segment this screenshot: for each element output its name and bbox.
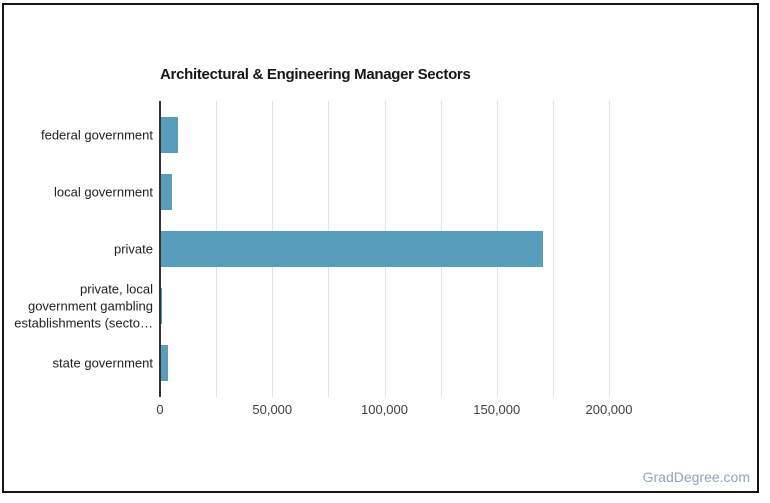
x-axis: 0 50,000 100,000 150,000 200,000 (156, 402, 632, 422)
x-tick-label: 0 (156, 402, 164, 417)
category-label: private, local government gambling establi… (14, 281, 153, 331)
x-tick-label: 100,000 (361, 402, 408, 417)
x-tick-label: 50,000 (252, 402, 293, 417)
category-label: federal government (40, 127, 153, 143)
x-tick-label: 200,000 (585, 402, 633, 417)
watermark-text: GradDegree.com (642, 469, 750, 485)
x-tick-label: 150,000 (473, 402, 521, 417)
bar-local-government (161, 174, 172, 210)
category-label: local government (54, 184, 153, 200)
plot-area (159, 101, 610, 397)
category-label: state government (52, 355, 153, 371)
gridline (552, 101, 554, 397)
axis-baseline (159, 101, 161, 397)
gridline (609, 101, 610, 397)
bar-state-government (161, 345, 168, 381)
category-axis: federal government local government privat… (10, 101, 153, 393)
bar-private (161, 231, 543, 267)
category-label: private (113, 241, 153, 257)
bar-federal-government (161, 117, 178, 153)
chart-card: Architectural & Engineering Manager Sect… (2, 3, 759, 493)
bar-private-local-government-gambling-establ (161, 288, 162, 324)
chart-title: Architectural & Engineering Manager Sect… (160, 66, 471, 83)
